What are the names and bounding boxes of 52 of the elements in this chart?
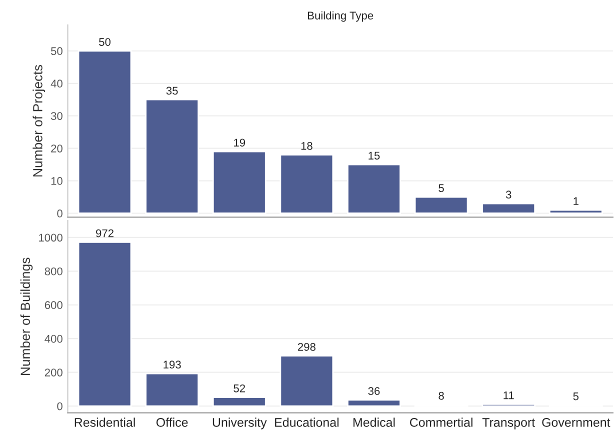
bar bbox=[78, 50, 132, 214]
bar bbox=[78, 241, 132, 407]
y-tick-label: 30 bbox=[50, 112, 62, 120]
data-label: 11 bbox=[504, 391, 514, 400]
y-tick-label: 10 bbox=[51, 177, 62, 185]
x-tick-label: Medical bbox=[353, 418, 395, 427]
bar bbox=[347, 164, 401, 214]
data-label: 8 bbox=[438, 392, 444, 400]
bar bbox=[482, 202, 536, 214]
bar bbox=[347, 399, 401, 407]
chart-title: Building Type bbox=[308, 11, 374, 22]
data-label: 36 bbox=[368, 387, 380, 396]
data-label: 50 bbox=[99, 38, 111, 46]
data-label: 18 bbox=[301, 142, 312, 150]
y-tick-label: 0 bbox=[57, 402, 62, 410]
data-label: 972 bbox=[96, 229, 114, 238]
y-axis-title: Number of Buildings bbox=[20, 258, 33, 376]
data-label: 3 bbox=[506, 190, 512, 199]
y-tick-label: 200 bbox=[44, 368, 62, 376]
x-tick-label: Commertial bbox=[410, 418, 472, 427]
x-tick-label: Transport bbox=[482, 418, 536, 430]
data-label: 35 bbox=[166, 86, 178, 95]
bar bbox=[145, 98, 200, 214]
bar bbox=[548, 209, 603, 214]
data-label: 5 bbox=[438, 184, 444, 192]
bar bbox=[280, 154, 334, 214]
data-label: 52 bbox=[234, 384, 246, 392]
data-label: 1 bbox=[574, 197, 578, 205]
x-tick-label: Residential bbox=[74, 418, 135, 427]
y-tick-label: 40 bbox=[50, 80, 62, 88]
bar bbox=[145, 372, 200, 407]
x-tick-label: Office bbox=[156, 418, 188, 427]
x-tick-label: University bbox=[212, 418, 267, 430]
data-label: 15 bbox=[368, 152, 380, 160]
bar bbox=[280, 355, 334, 407]
x-tick-label: Educational bbox=[275, 418, 339, 427]
y-tick-label: 0 bbox=[57, 210, 62, 218]
data-label: 298 bbox=[298, 342, 316, 351]
data-label: 5 bbox=[573, 392, 579, 400]
bar bbox=[212, 396, 266, 407]
y-tick-label: 20 bbox=[51, 144, 62, 152]
data-label: 193 bbox=[164, 360, 181, 369]
y-tick-label: 50 bbox=[50, 47, 62, 56]
bar bbox=[414, 196, 468, 214]
data-label: 19 bbox=[234, 138, 246, 147]
x-tick-label: Government bbox=[542, 418, 610, 427]
y-tick-label: 600 bbox=[44, 301, 62, 310]
bar bbox=[212, 150, 266, 214]
y-tick-label: 400 bbox=[44, 334, 62, 343]
y-tick-label: 800 bbox=[44, 267, 62, 276]
y-axis-title: Number of Projects bbox=[32, 65, 45, 176]
y-tick-label: 1000 bbox=[39, 234, 62, 242]
